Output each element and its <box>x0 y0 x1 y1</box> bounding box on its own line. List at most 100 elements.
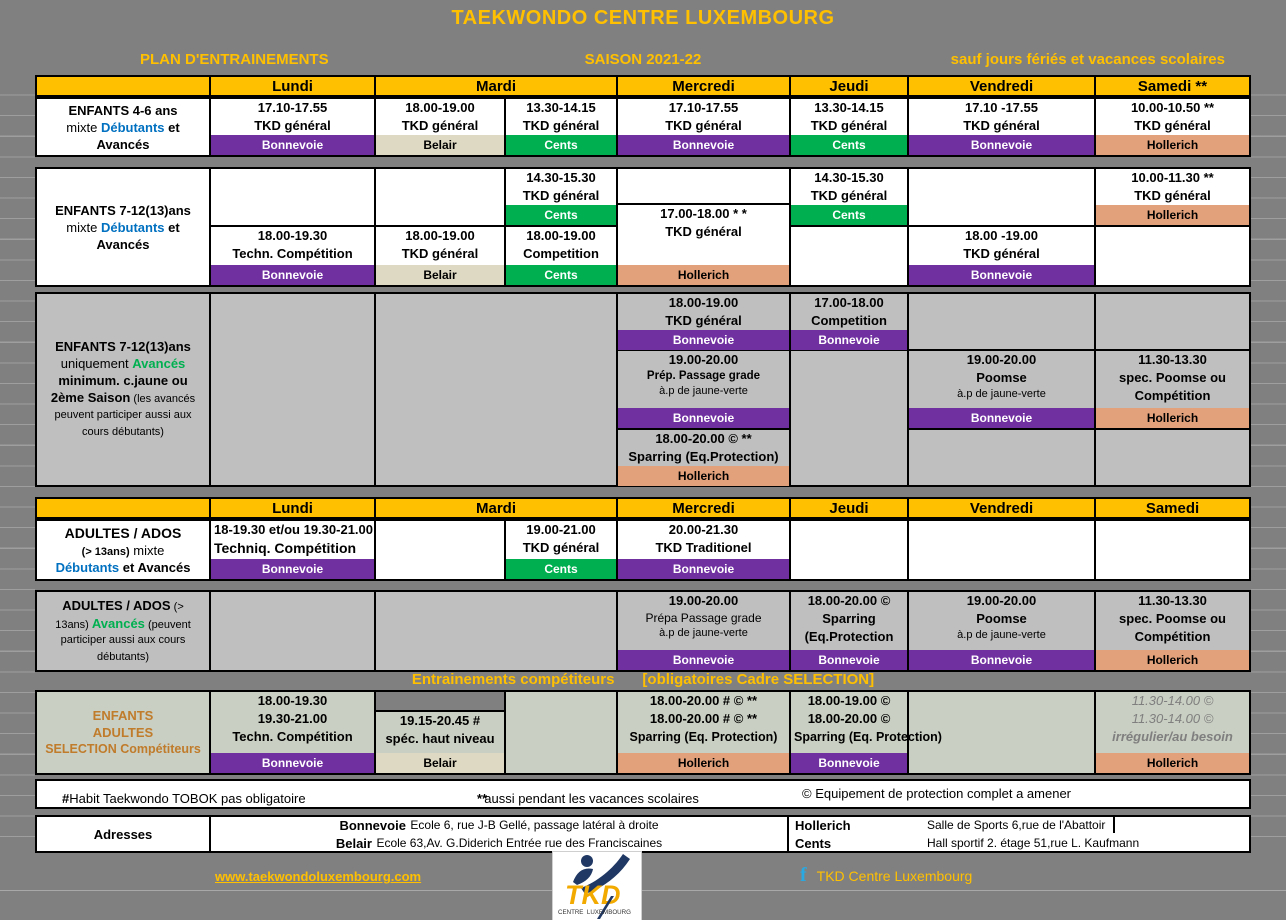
location-badge: Bonnevoie <box>909 408 1094 428</box>
location-badge: Bonnevoie <box>211 753 374 773</box>
session-cell: 18.00-19.00 TKD général Belair <box>376 227 504 285</box>
tkd-logo-subtext: CENTRE LUXEMBOURG <box>558 909 631 916</box>
session-cell: 11.30-13.30 spec. Poomse ou Compétition Ho… <box>1096 351 1249 428</box>
club-logo: TKD CENTRE LUXEMBOURG <box>553 852 641 920</box>
location-badge: Hollerich <box>1096 205 1249 225</box>
location-badge: Bonnevoie <box>211 135 374 155</box>
location-badge: Hollerich <box>618 466 789 486</box>
session-cell: 17.10 -17.55 TKD général Bonnevoie <box>909 99 1094 155</box>
empty-cell <box>909 169 1094 225</box>
empty-cell <box>1096 521 1249 579</box>
subtitle-row: PLAN D'ENTRAINEMENTS SAISON 2021-22 sauf… <box>35 51 1251 71</box>
page-title: TAEKWONDO CENTRE LUXEMBOURG <box>451 7 835 29</box>
session-cell: 19.00-21.00 TKD général Cents <box>506 521 616 579</box>
session-cell: 18.00 -19.00 TKD général Bonnevoie <box>909 227 1094 285</box>
location-badge: Belair <box>376 753 504 773</box>
group-label: ENFANTS 7-12(13)ans uniquement Avancés m… <box>37 294 209 485</box>
location-badge: Bonnevoie <box>791 330 907 350</box>
day-header-samedi: Samedi ** <box>1096 77 1249 95</box>
empty-cell <box>909 521 1094 579</box>
block-selection-competiteurs: ENFANTS ADULTES SELECTION Compétiteurs 1… <box>35 690 1251 775</box>
session-cell: 19.15-20.45 # spéc. haut niveau Belair <box>376 712 504 773</box>
address-cents: Cents Hall sportif 2. étage 51,rue L. Ka… <box>795 835 1140 851</box>
group-label: ENFANTS 4-6 ans mixte Débutants et Avanc… <box>37 99 209 155</box>
session-cell: 18.00-20.00 # © ** 18.00-20.00 # © ** Spa… <box>618 692 789 773</box>
session-cell: 18-19.30 et/ou 19.30-21.00 Techniq. Compé… <box>211 521 374 579</box>
empty-cell <box>376 521 504 579</box>
location-badge: Belair <box>376 265 504 285</box>
location-badge: Cents <box>506 265 616 285</box>
group-label: ADULTES / ADOS (> 13ans) Avancés (peuven… <box>37 592 209 670</box>
addresses-east: Hollerich Salle de Sports 6,rue de l'Aba… <box>789 817 1249 851</box>
location-badge: Belair <box>376 135 504 155</box>
session-cell: 18.00-20.00 © Sparring (Eq.Protection Bonn… <box>791 592 907 670</box>
session-cell: 10.00-11.30 ** TKD général Hollerich <box>1096 169 1249 225</box>
empty-cell <box>909 692 1094 773</box>
day-header-lundi: Lundi <box>211 499 374 517</box>
day-header-row-1: Lundi Mardi Mercredi Jeudi Vendredi Same… <box>35 75 1251 97</box>
session-cell: 18.00-19.30 Techn. Compétition Bonnevoie <box>211 227 374 285</box>
session-cell: 20.00-21.30 TKD Traditionel Bonnevoie <box>618 521 789 579</box>
session-cell: 19.00-20.00 Prépa Passage grade à.p de jau… <box>618 592 789 670</box>
location-badge: Bonnevoie <box>618 135 789 155</box>
group-label: ENFANTS ADULTES SELECTION Compétiteurs <box>37 692 209 773</box>
session-cell: 18.00-19.00 TKD général Bonnevoie <box>618 294 789 350</box>
empty-cell <box>791 521 907 579</box>
location-badge: Bonnevoie <box>618 330 789 350</box>
location-badge: Bonnevoie <box>211 559 374 579</box>
empty-cell <box>376 169 504 225</box>
location-badge: Bonnevoie <box>791 753 907 773</box>
empty-cell <box>1096 294 1249 349</box>
day-header-mercredi: Mercredi <box>618 77 789 95</box>
location-badge: Bonnevoie <box>909 265 1094 285</box>
day-header-jeudi: Jeudi <box>791 77 907 95</box>
empty-cell <box>1096 227 1249 285</box>
location-badge: Cents <box>506 135 616 155</box>
empty-cell <box>618 169 789 203</box>
empty-cell <box>376 294 616 485</box>
block-adultes-avances: ADULTES / ADOS (> 13ans) Avancés (peuven… <box>35 590 1251 672</box>
session-cell: 17.00-18.00 Competition Bonnevoie <box>791 294 907 350</box>
location-badge: Cents <box>791 135 907 155</box>
day-header-jeudi: Jeudi <box>791 499 907 517</box>
empty-cell <box>1096 430 1249 485</box>
day-header-lundi: Lundi <box>211 77 374 95</box>
location-badge: Cents <box>506 559 616 579</box>
session-cell: 18.00-19.30 19.30-21.00 Techn. Compétition… <box>211 692 374 773</box>
session-cell: 17.10-17.55 TKD général Bonnevoie <box>211 99 374 155</box>
day-header-mardi: Mardi <box>376 499 616 517</box>
address-belair: Belair Ecole 63,Av. G.Diderich Entrée ru… <box>335 835 663 851</box>
block-adultes-mixte: ADULTES / ADOS (> 13ans) mixte Débutants… <box>35 519 1251 581</box>
empty-strip <box>376 692 504 710</box>
group-label: ADULTES / ADOS (> 13ans) mixte Débutants… <box>37 521 209 579</box>
addresses-block: Adresses Bonnevoie Ecole 6, rue J-B Gell… <box>35 815 1251 853</box>
location-badge: Hollerich <box>1096 650 1249 670</box>
session-cell: 19.00-20.00 Prép. Passage grade à.p de jau… <box>618 351 789 428</box>
empty-cell <box>791 351 907 485</box>
tkd-logo-text: TKD <box>565 880 621 910</box>
header-spacer <box>37 77 209 95</box>
day-header-vendredi: Vendredi <box>909 499 1094 517</box>
location-badge: Hollerich <box>1096 135 1249 155</box>
facebook-link[interactable]: f TKD Centre Luxembourg <box>800 864 972 887</box>
location-badge: Hollerich <box>618 753 789 773</box>
tkd-logo-graphic: TKD CENTRE LUXEMBOURG <box>558 854 631 919</box>
session-cell: 13.30-14.15 TKD général Cents <box>506 99 616 155</box>
season-title: SAISON 2021-22 <box>584 51 702 68</box>
empty-cell <box>909 430 1094 485</box>
day-header-vendredi: Vendredi <box>909 77 1094 95</box>
website-link[interactable]: www.taekwondoluxembourg.com <box>215 869 422 884</box>
addresses-label: Adresses <box>37 817 209 851</box>
session-cell: 19.00-20.00 Poomse à.p de jaune-verte Bonn… <box>909 351 1094 428</box>
session-cell: 18.00-19.00 TKD général Belair <box>376 99 504 155</box>
location-badge: Cents <box>791 205 907 225</box>
empty-cell <box>211 592 374 670</box>
day-header-samedi: Samedi <box>1096 499 1249 517</box>
session-cell: 11.30-13.30 spec. Poomse ou Compétition Ho… <box>1096 592 1249 670</box>
legend-notes: # Habit Taekwondo TOBOK pas obligatoire … <box>35 779 1251 809</box>
facebook-icon: f <box>800 864 807 886</box>
location-badge: Cents <box>506 205 616 225</box>
session-cell: 17.00-18.00 * * TKD général Hollerich <box>618 205 789 285</box>
location-badge: Bonnevoie <box>618 650 789 670</box>
right-margin-gridlines <box>1251 75 1286 855</box>
